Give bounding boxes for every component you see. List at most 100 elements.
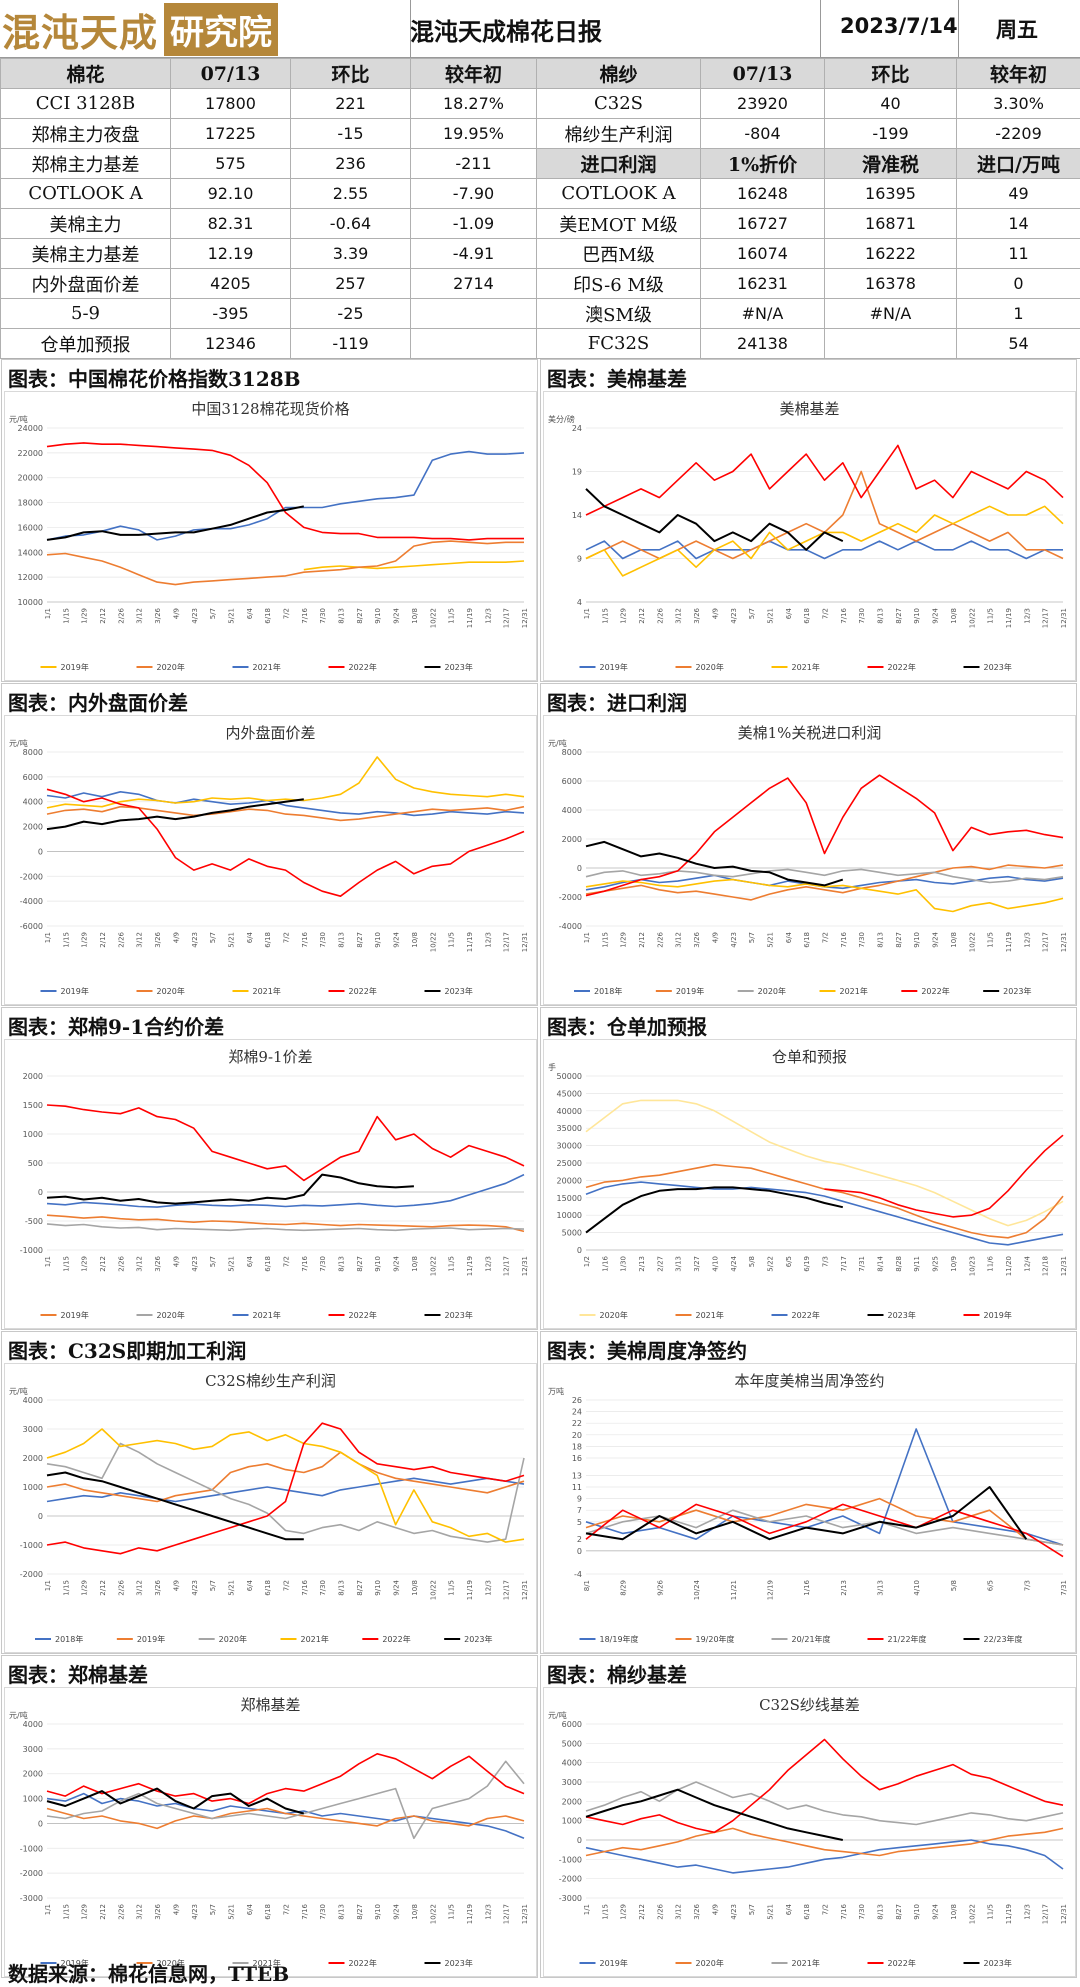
x-tick-label: 4/9: [172, 1580, 180, 1591]
table-row: 美棉主力基差 12.19 3.39 -4.91: [0, 238, 537, 269]
x-tick-label: 10/22: [968, 932, 976, 952]
x-tick-label: 3/26: [154, 931, 162, 947]
x-tick-label: 2/12: [99, 932, 107, 948]
series-line: [46, 1451, 525, 1503]
x-tick-label: 12/3: [1023, 608, 1031, 624]
unit-label: 元/吨: [9, 1386, 28, 1396]
y-tick-label: -1000: [559, 1855, 582, 1864]
x-tick-label: 2/26: [117, 607, 125, 623]
series-line: [585, 864, 1064, 901]
x-tick-label: 6/4: [785, 1903, 793, 1915]
x-tick-label: 6/18: [264, 608, 272, 624]
y-tick-label: 50000: [557, 1072, 582, 1081]
x-tick-label: 9/11: [913, 1256, 921, 1272]
x-tick-label: 2/27: [656, 1256, 664, 1272]
legend-label: 2021年: [253, 1958, 281, 1968]
data-source-footer: 数据来源：棉花信息网，TTEB: [8, 1962, 290, 1986]
x-tick-label: 12/17: [1042, 608, 1050, 628]
value-cell: #N/A: [700, 298, 825, 329]
x-tick-label: 3/12: [136, 1904, 144, 1920]
legend-label: 2022年: [349, 1310, 377, 1320]
x-tick-label: 3/12: [675, 932, 683, 948]
series-line: [585, 878, 1064, 913]
series-line: [303, 560, 525, 571]
row-label: 美棉主力: [0, 208, 171, 239]
legend-label: 2022年: [888, 662, 916, 672]
x-tick-label: 7/2: [822, 1904, 830, 1915]
y-tick-label: 25000: [557, 1159, 582, 1168]
x-tick-label: 4/9: [172, 608, 180, 619]
x-tick-label: 4/23: [730, 608, 738, 624]
x-tick-label: 1/1: [44, 1256, 52, 1267]
x-tick-label: 8/14: [877, 1255, 885, 1271]
x-tick-label: 4/9: [172, 932, 180, 943]
x-tick-label: 8/13: [338, 608, 346, 624]
x-tick-label: 3/26: [693, 1903, 701, 1919]
x-tick-label: 9/10: [374, 1256, 382, 1272]
unit-label: 元/吨: [9, 1710, 28, 1720]
y-tick-label: 4000: [23, 798, 43, 807]
x-tick-label: 1/29: [620, 608, 628, 624]
y-tick-label: 16000: [18, 523, 43, 532]
y-tick-label: 0: [577, 1246, 582, 1255]
x-tick-label: 4/23: [191, 1904, 199, 1920]
chart-title: 内外盘面价差: [225, 724, 315, 742]
table-row: 美棉主力 82.31 -0.64 -1.09: [0, 208, 537, 239]
value-cell: 49: [956, 178, 1080, 209]
x-tick-label: 3/26: [154, 1579, 162, 1595]
x-tick-label: 1/1: [583, 932, 591, 943]
legend-label: 20/21年度: [792, 1634, 831, 1644]
legend-label: 2019年: [600, 662, 628, 672]
y-tick-label: 14000: [18, 548, 43, 557]
x-tick-label: 10/8: [411, 1580, 419, 1596]
x-tick-label: 8/13: [877, 608, 885, 624]
series-line: [585, 1781, 1064, 1826]
yarn-import-table: 棉纱 07/13 环比 较年初 C32S 23920 40 3.30% 棉纱生产利润 -804 -1…: [536, 58, 1080, 359]
x-tick-label: 1/1: [44, 1580, 52, 1591]
logo-badge: 研究院: [164, 2, 279, 56]
panel-title: 图表：进口利润: [547, 691, 687, 715]
x-tick-label: 5/8: [950, 1580, 958, 1591]
table-row: 巴西M级 16074 16222 11: [536, 238, 1080, 269]
table-header-row: 棉纱 07/13 环比 较年初: [536, 58, 1080, 89]
y-tick-label: 2000: [562, 1797, 582, 1806]
y-tick-label: 40000: [557, 1107, 582, 1116]
value-cell: 16074: [700, 238, 825, 269]
y-tick-label: 2000: [23, 1072, 43, 1081]
legend-label: 2020年: [696, 1958, 724, 1968]
x-tick-label: 7/30: [858, 608, 866, 624]
x-tick-label: 12/17: [503, 1256, 511, 1276]
legend-label: 2023年: [888, 1310, 916, 1320]
x-tick-label: 6/18: [264, 1904, 272, 1920]
x-tick-label: 9/10: [913, 608, 921, 624]
x-tick-label: 7/2: [822, 608, 830, 619]
x-tick-label: 11/5: [987, 1904, 995, 1920]
y-tick-label: 6000: [562, 1720, 582, 1729]
x-tick-label: 7/16: [301, 1903, 309, 1919]
x-tick-label: 12/31: [521, 932, 529, 952]
y-tick-label: 15000: [557, 1194, 582, 1203]
y-tick-label: 6000: [562, 777, 582, 786]
y-tick-label: -1000: [20, 1844, 43, 1853]
y-tick-label: -1000: [20, 1541, 43, 1550]
y-tick-label: 6000: [23, 773, 43, 782]
series-line: [46, 1471, 304, 1541]
x-tick-label: 12/17: [503, 932, 511, 952]
y-tick-label: -6000: [20, 922, 43, 931]
legend-label: 2021年: [840, 986, 868, 996]
x-tick-label: 7/16: [301, 1255, 309, 1271]
x-tick-label: 10/8: [411, 608, 419, 624]
y-tick-label: 4000: [23, 1720, 43, 1729]
legend-label: 2018年: [55, 1634, 83, 1644]
table-row: 美EMOT M级 16727 16871 14: [536, 208, 1080, 239]
row-label: COTLOOK A: [0, 178, 171, 209]
value-cell: -211: [410, 148, 537, 179]
x-tick-label: 11/5: [448, 932, 456, 948]
chart-panel: 图表：棉纱基差 C32S纱线基差 元/吨 -3000 -2000 -1000 0 1000 20…: [540, 1655, 1077, 1978]
x-tick-label: 10/8: [950, 932, 958, 948]
legend-label: 2021年: [792, 1958, 820, 1968]
value-cell: 16378: [824, 268, 957, 299]
x-tick-label: 1/15: [62, 608, 70, 624]
x-tick-label: 7/2: [283, 1256, 291, 1267]
